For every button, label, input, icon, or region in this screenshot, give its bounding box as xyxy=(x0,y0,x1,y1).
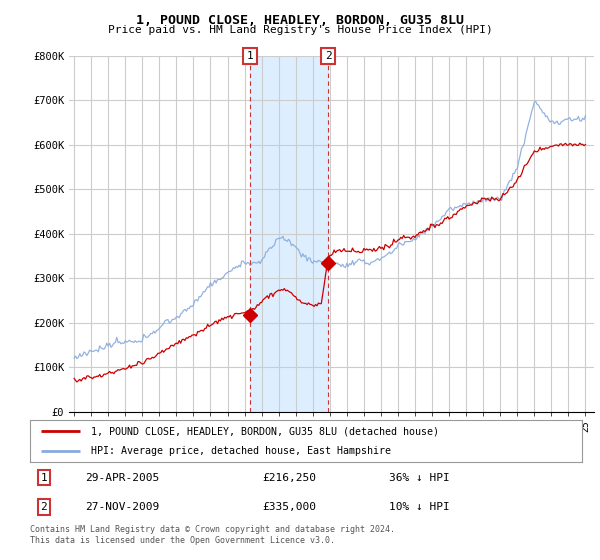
Text: 10% ↓ HPI: 10% ↓ HPI xyxy=(389,502,449,512)
Text: 2: 2 xyxy=(40,502,47,512)
Text: 36% ↓ HPI: 36% ↓ HPI xyxy=(389,473,449,483)
Bar xyxy=(250,56,328,412)
Text: 1, POUND CLOSE, HEADLEY, BORDON, GU35 8LU (detached house): 1, POUND CLOSE, HEADLEY, BORDON, GU35 8L… xyxy=(91,426,439,436)
Text: 27-NOV-2009: 27-NOV-2009 xyxy=(85,502,160,512)
Text: 1, POUND CLOSE, HEADLEY, BORDON, GU35 8LU: 1, POUND CLOSE, HEADLEY, BORDON, GU35 8L… xyxy=(136,14,464,27)
Text: 1: 1 xyxy=(40,473,47,483)
Text: Price paid vs. HM Land Registry's House Price Index (HPI): Price paid vs. HM Land Registry's House … xyxy=(107,25,493,35)
Text: 1: 1 xyxy=(247,51,254,61)
Text: 29-APR-2005: 29-APR-2005 xyxy=(85,473,160,483)
Text: £216,250: £216,250 xyxy=(262,473,316,483)
Text: £335,000: £335,000 xyxy=(262,502,316,512)
Text: HPI: Average price, detached house, East Hampshire: HPI: Average price, detached house, East… xyxy=(91,446,391,456)
Bar xyxy=(577,56,594,412)
Text: 2: 2 xyxy=(325,51,331,61)
Text: Contains HM Land Registry data © Crown copyright and database right 2024.
This d: Contains HM Land Registry data © Crown c… xyxy=(30,525,395,545)
